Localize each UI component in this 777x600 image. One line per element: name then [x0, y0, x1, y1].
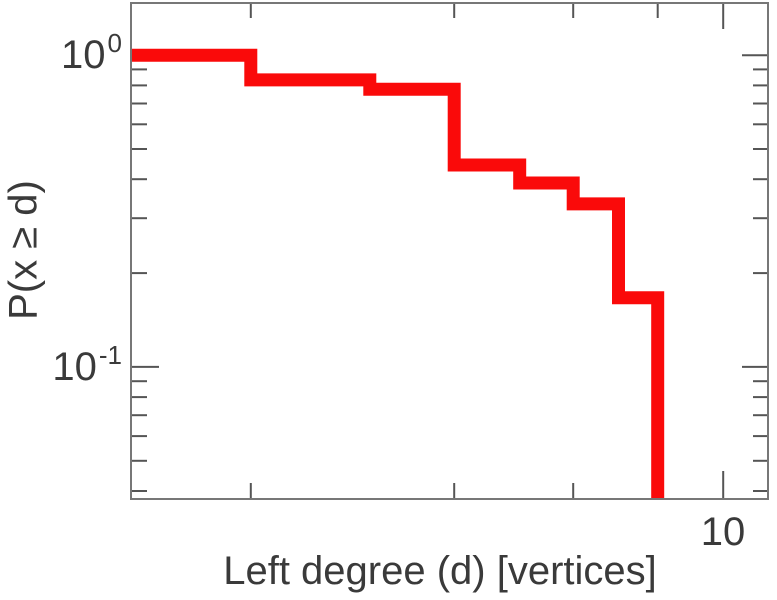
x-axis-title: Left degree (d) [vertices]: [223, 549, 657, 593]
ccdf-curve: [130, 48, 665, 500]
y-tick-label-1e-1: 10-1: [52, 340, 122, 389]
y-axis-title: P(x ≥ d): [1, 180, 46, 320]
x-tick-label-10: 10: [700, 510, 746, 554]
plot-border: [130, 2, 769, 500]
y-tick-label-1e0: 100: [61, 28, 122, 77]
